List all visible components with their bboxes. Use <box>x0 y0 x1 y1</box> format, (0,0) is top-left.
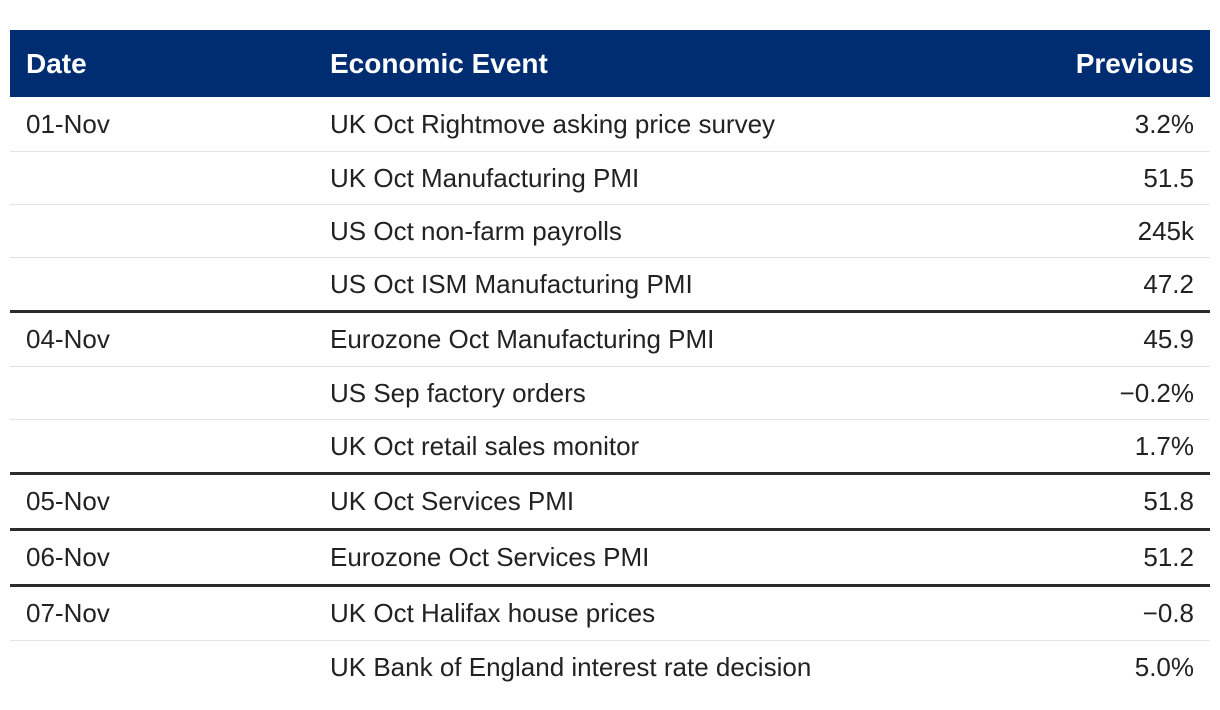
table-row: 06-Nov Eurozone Oct Services PMI 51.2 <box>10 531 1210 584</box>
table-row: US Oct ISM Manufacturing PMI 47.2 <box>10 257 1210 310</box>
table-row: 07-Nov UK Oct Halifax house prices −0.8 <box>10 587 1210 640</box>
previous-cell: −0.2% <box>1119 377 1194 408</box>
date-cell: 06-Nov <box>26 542 110 572</box>
previous-cell: 3.2% <box>1134 108 1194 139</box>
event-cell: US Oct ISM Manufacturing PMI <box>330 268 693 299</box>
date-group: 01-Nov UK Oct Rightmove asking price sur… <box>10 97 1210 310</box>
event-cell: UK Oct Manufacturing PMI <box>330 162 640 193</box>
event-cell: Eurozone Oct Manufacturing PMI <box>330 324 715 354</box>
event-cell: UK Bank of England interest rate decisio… <box>330 651 812 682</box>
table-header: Date Economic Event Previous <box>10 30 1210 97</box>
table-row: UK Oct Manufacturing PMI 51.5 <box>10 151 1210 204</box>
table-row: 04-Nov Eurozone Oct Manufacturing PMI 45… <box>10 313 1210 366</box>
previous-cell: 47.2 <box>1143 268 1194 299</box>
previous-cell: 51.2 <box>1143 542 1194 572</box>
previous-cell: 245k <box>1137 215 1194 246</box>
event-cell: US Oct non-farm payrolls <box>330 215 622 246</box>
header-economic-event: Economic Event <box>330 47 548 79</box>
previous-cell: 45.9 <box>1143 324 1194 354</box>
event-cell: UK Oct Rightmove asking price survey <box>330 108 776 139</box>
economic-calendar-table: Date Economic Event Previous 01-Nov UK O… <box>10 30 1210 693</box>
header-date: Date <box>26 47 87 79</box>
event-cell: Eurozone Oct Services PMI <box>330 542 650 572</box>
previous-cell: 5.0% <box>1134 651 1194 682</box>
event-cell: UK Oct Services PMI <box>330 486 575 516</box>
previous-cell: 51.8 <box>1143 486 1194 516</box>
date-group: 04-Nov Eurozone Oct Manufacturing PMI 45… <box>10 310 1210 472</box>
date-cell: 07-Nov <box>26 598 110 628</box>
previous-cell: 1.7% <box>1134 430 1194 461</box>
previous-cell: 51.5 <box>1143 162 1194 193</box>
event-cell: UK Oct Halifax house prices <box>330 598 656 628</box>
date-cell: 05-Nov <box>26 486 110 516</box>
event-cell: US Sep factory orders <box>330 377 586 408</box>
table-row: US Oct non-farm payrolls 245k <box>10 204 1210 257</box>
previous-cell: −0.8 <box>1142 598 1194 628</box>
date-cell: 04-Nov <box>26 324 110 354</box>
table-row: 01-Nov UK Oct Rightmove asking price sur… <box>10 97 1210 151</box>
date-cell: 01-Nov <box>26 108 110 139</box>
event-cell: UK Oct retail sales monitor <box>330 430 640 461</box>
date-group: 05-Nov UK Oct Services PMI 51.8 <box>10 472 1210 528</box>
date-group: 06-Nov Eurozone Oct Services PMI 51.2 <box>10 528 1210 584</box>
date-group: 07-Nov UK Oct Halifax house prices −0.8 … <box>10 584 1210 693</box>
table-row: UK Oct retail sales monitor 1.7% <box>10 419 1210 472</box>
table-row: UK Bank of England interest rate decisio… <box>10 640 1210 693</box>
table-row: US Sep factory orders −0.2% <box>10 366 1210 419</box>
header-previous: Previous <box>1075 47 1194 79</box>
table-row: 05-Nov UK Oct Services PMI 51.8 <box>10 475 1210 528</box>
